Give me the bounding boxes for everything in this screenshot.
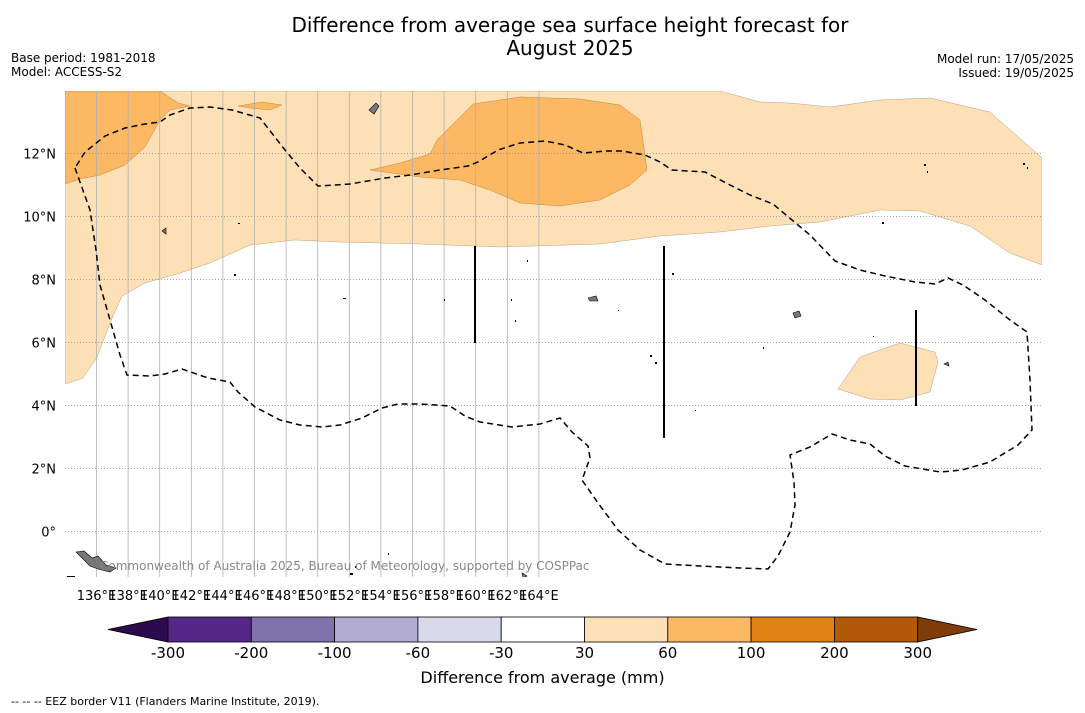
small-islets [67,163,1028,577]
colorbar-bin [667,616,752,643]
colorbar: -300 -200 -100 -60 -30 30 60 100 200 300 [107,616,978,662]
latitude-tick-label: 10°N [23,211,56,226]
colorbar-bin [334,616,419,643]
chart-title: Difference from average sea surface heig… [0,14,1085,60]
info-left: Base period: 1981-2018 Model: ACCESS-S2 [11,51,156,79]
eez-border [74,106,1033,570]
latitude-tick-label: 6°N [32,337,57,352]
anomaly-region-30-60 [65,91,1042,385]
longitude-tick-labels: 136°E138°E140°E142°E144°E146°E148°E150°E… [77,589,559,604]
anomaly-region-30-60-east [837,342,939,401]
longitude-tick-label: 150°E [298,589,338,604]
colorbar-tick-label: -200 [234,644,268,662]
longitude-tick-label: 164°E [519,589,559,604]
anomaly-region-60-100-central [369,96,648,207]
colorbar-bin [834,616,919,643]
colorbar-tick-label: 100 [737,644,766,662]
colorbar-bin [167,616,252,643]
longitude-gridlines [96,91,540,577]
islands [75,102,950,577]
longitude-tick-label: 162°E [488,589,528,604]
longitude-tick-label: 146°E [235,589,275,604]
latitude-tick-label: 2°N [32,463,57,478]
colorbar-extend-high [917,616,978,643]
map-area [65,91,1042,577]
latitude-tick-label: 4°N [32,400,57,415]
longitude-tick-label: 140°E [140,589,180,604]
title-line-2: August 2025 [506,36,634,60]
longitude-tick-label: 154°E [361,589,401,604]
longitude-tick-label: 148°E [266,589,306,604]
longitude-tick-label: 136°E [77,589,117,604]
longitude-tick-label: 158°E [424,589,464,604]
colorbar-tick-label: -60 [406,644,431,662]
title-line-1: Difference from average sea surface heig… [291,13,849,37]
longitude-tick-label: 160°E [456,589,496,604]
colorbar-bin [584,616,669,643]
colorbar-tick-label: 300 [903,644,932,662]
model-text: Model: ACCESS-S2 [11,65,123,79]
latitude-gridlines [65,153,1042,532]
longitude-tick-label: 144°E [203,589,243,604]
colorbar-tick-label: 60 [658,644,677,662]
longitude-tick-label: 152°E [330,589,370,604]
colorbar-tick-label: 30 [575,644,594,662]
colorbar-tick-label: 200 [820,644,849,662]
colorbar-extend-low [107,616,169,643]
issued-text: Issued: 19/05/2025 [958,66,1074,80]
footer-note: -- -- -- EEZ border V11 (Flanders Marine… [11,695,320,708]
colorbar-bin [500,616,585,643]
longitude-tick-label: 138°E [108,589,148,604]
model-run-text: Model run: 17/05/2025 [936,52,1074,66]
info-right: Model run: 17/05/2025 Issued: 19/05/2025 [937,52,1074,80]
latitude-tick-labels: 12°N 10°N 8°N 6°N 4°N 2°N 0° [23,148,56,541]
colorbar-bin [750,616,835,643]
colorbar-bin [250,616,336,643]
longitude-tick-label: 142°E [172,589,212,604]
base-period-text: Base period: 1981-2018 [11,51,156,65]
latitude-tick-label: 12°N [23,148,56,163]
latitude-tick-label: 8°N [32,274,57,289]
anomaly-region-60-100-small [237,101,283,111]
colorbar-bin [417,616,502,643]
colorbar-tick-label: -30 [489,644,514,662]
colorbar-tick-label: -100 [318,644,352,662]
colorbar-tick-label: -300 [151,644,185,662]
attribution-text: Commonwealth of Australia 2025, Bureau o… [100,559,590,573]
latitude-tick-label: 0° [41,526,56,541]
longitude-tick-label: 156°E [393,589,433,604]
colorbar-label: Difference from average (mm) [420,668,665,687]
